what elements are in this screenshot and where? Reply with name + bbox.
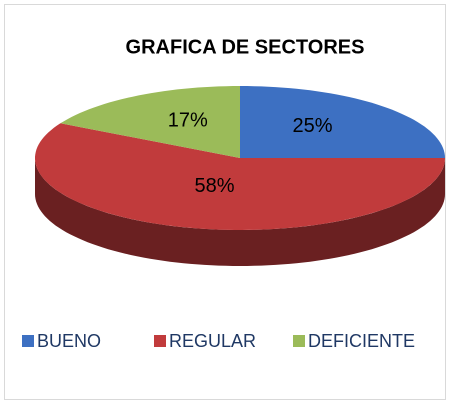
legend-label: REGULAR	[169, 331, 256, 351]
data-label: 58%	[194, 175, 234, 197]
pie-slice-side	[35, 158, 445, 266]
data-label: 17%	[168, 109, 208, 131]
pie-slice	[35, 123, 445, 230]
legend-label: DEFICIENTE	[308, 331, 415, 351]
legend-label: BUENO	[37, 331, 101, 351]
pie-slice	[60, 86, 241, 158]
legend-swatch	[293, 335, 305, 347]
pie-slice	[240, 86, 445, 158]
legend-swatch	[22, 335, 34, 347]
data-label: 25%	[292, 115, 332, 137]
chart-title: GRAFICA DE SECTORES	[126, 36, 365, 58]
legend-swatch	[154, 335, 166, 347]
